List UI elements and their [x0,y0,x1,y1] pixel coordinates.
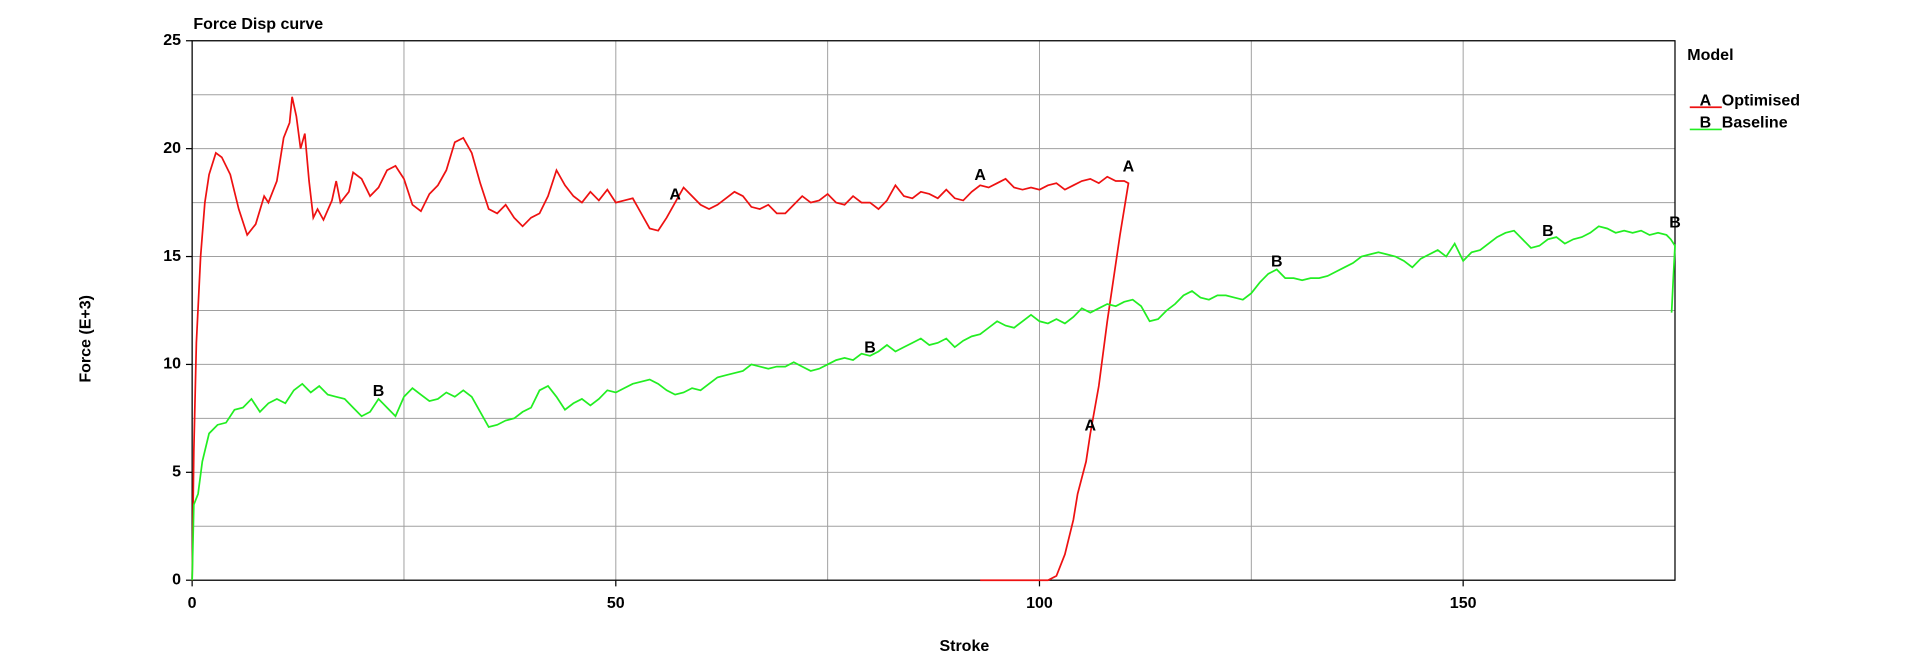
y-tick-label: 10 [163,356,181,373]
legend-title: Model [1687,47,1733,64]
legend-symbol: B [1700,115,1712,132]
y-tick-label: 0 [172,571,181,588]
legend-label: Baseline [1722,115,1788,132]
legend-label: Optimised [1722,92,1800,109]
curve-symbol: A [669,186,681,203]
x-tick-label: 50 [607,595,625,612]
y-tick-label: 15 [163,248,181,265]
x-tick-label: 0 [188,595,197,612]
curve-symbol: B [1542,223,1554,240]
y-axis-label: Force (E+3) [77,295,94,383]
y-tick-label: 5 [172,464,181,481]
chart-title: Force Disp curve [193,16,323,33]
y-tick-label: 20 [163,140,181,157]
legend-symbol: A [1700,92,1712,109]
curve-symbol: B [1669,214,1681,231]
curve-symbol: A [1085,417,1097,434]
x-axis-label: Stroke [939,638,989,655]
y-tick-label: 25 [163,32,181,49]
x-tick-label: 100 [1026,595,1053,612]
series-line [191,96,1130,582]
x-tick-label: 150 [1450,595,1477,612]
curve-symbol: B [864,340,876,357]
series-line [191,225,1676,581]
curve-symbol: A [1123,158,1135,175]
curve-symbol: A [974,167,986,184]
curve-symbol: B [373,383,385,400]
plot-frame [191,40,1676,581]
curve-symbol: B [1271,253,1283,270]
